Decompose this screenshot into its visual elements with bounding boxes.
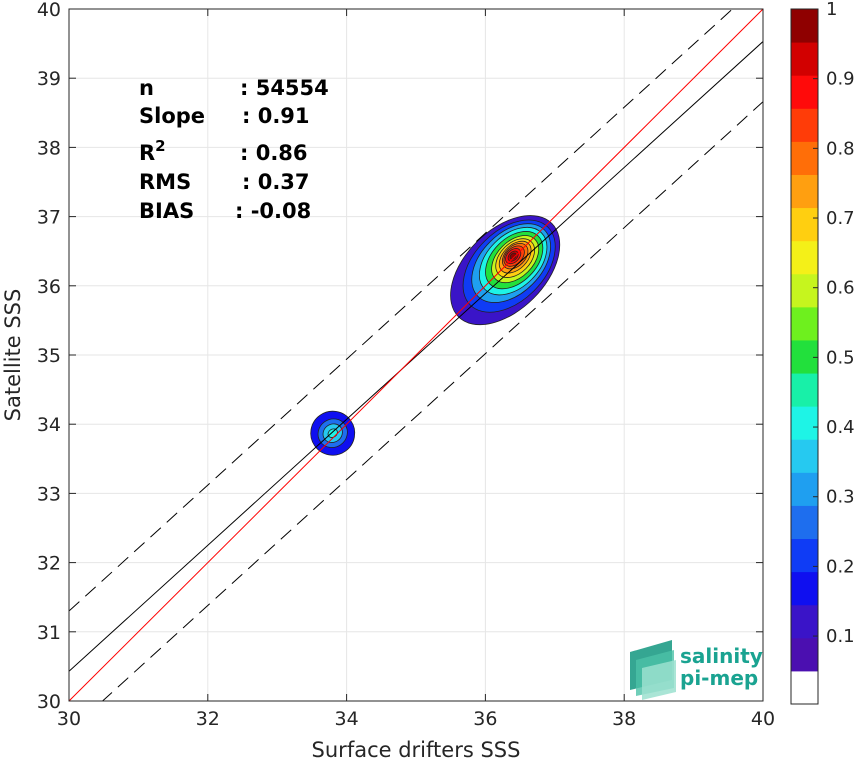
colorbar-tick-label: 0.4 xyxy=(826,417,855,438)
x-tick-label: 38 xyxy=(612,708,636,730)
x-axis-label: Surface drifters SSS xyxy=(312,738,521,762)
colorbar-tick-label: 0.2 xyxy=(826,556,855,577)
x-tick-label: 36 xyxy=(473,708,497,730)
y-tick-label: 31 xyxy=(37,622,61,644)
salinity-pi-mep-logo: salinity pi-mep xyxy=(630,640,763,700)
y-tick-label: 30 xyxy=(37,691,61,713)
density-contours xyxy=(310,215,561,456)
colorbar-segment xyxy=(791,604,818,639)
colorbar-tick-label: 0.5 xyxy=(826,347,855,368)
colorbar-tick-label: 0.7 xyxy=(826,208,855,229)
colorbar-segment xyxy=(791,505,818,540)
colorbar-tick-label: 0.1 xyxy=(826,626,855,647)
colorbar-segment xyxy=(791,373,818,407)
regression-line xyxy=(69,41,763,672)
stat-label: BIAS xyxy=(139,199,194,223)
reference-lines xyxy=(69,9,763,701)
colorbar-segment xyxy=(791,207,818,242)
logo-mark xyxy=(630,640,676,700)
y-tick-label: 39 xyxy=(37,68,61,90)
y-tick-label: 32 xyxy=(37,553,61,575)
stat-label: Slope xyxy=(139,104,205,128)
identity-line xyxy=(69,9,763,701)
logo-text-salinity: salinity xyxy=(680,644,763,668)
colorbar-segment xyxy=(791,141,818,175)
bound-line-dashed xyxy=(69,9,734,612)
y-tick-label: 38 xyxy=(37,137,61,159)
colorbar-tick-label: 0.3 xyxy=(826,487,855,508)
stat-value: : -0.08 xyxy=(235,199,311,223)
y-axis-ticks: 30 31 32 33 34 35 36 37 38 39 40 xyxy=(37,0,763,713)
colorbar-tick-label: 1 xyxy=(826,0,837,20)
y-tick-label: 34 xyxy=(37,414,61,436)
colorbar-segment xyxy=(791,637,818,672)
colorbar-frame xyxy=(790,8,819,705)
stat-value: : 54554 xyxy=(240,76,329,100)
colorbar-segment xyxy=(791,406,818,440)
x-tick-label: 40 xyxy=(751,708,775,730)
y-tick-label: 37 xyxy=(37,207,61,229)
stat-value: : 0.86 xyxy=(240,141,308,165)
colorbar: 0.1 0.2 0.3 0.4 0.5 0.6 0.7 0.8 0.9 1 xyxy=(790,0,855,705)
colorbar-segment xyxy=(791,439,818,473)
y-tick-label: 40 xyxy=(37,0,61,21)
colorbar-segment xyxy=(791,75,818,109)
colorbar-segment xyxy=(791,571,818,606)
colorbar-segment xyxy=(791,538,818,573)
bound-line-dashed xyxy=(101,101,763,701)
y-tick-label: 36 xyxy=(37,276,61,298)
colorbar-segment xyxy=(791,472,818,506)
colorbar-segment xyxy=(791,273,818,308)
colorbar-tick-label: 0.8 xyxy=(826,138,855,159)
y-tick-label: 33 xyxy=(37,483,61,505)
colorbar-segment xyxy=(791,174,818,209)
stat-value: : 0.37 xyxy=(242,170,310,194)
x-tick-label: 34 xyxy=(335,708,359,730)
colorbar-segment xyxy=(791,306,818,341)
density-contour-level xyxy=(509,252,517,260)
statistics-box: n : 54554 Slope : 0.91 R2 : 0.86 RMS : 0.37 BIAS… xyxy=(139,76,329,223)
x-axis-ticks: 30 32 34 36 38 40 xyxy=(57,9,775,730)
stat-label: RMS xyxy=(139,170,191,194)
stat-value: : 0.91 xyxy=(242,104,310,128)
x-tick-label: 32 xyxy=(196,708,220,730)
colorbar-segment xyxy=(791,240,818,275)
colorbar-segment xyxy=(791,9,818,43)
stat-superscript: 2 xyxy=(155,137,165,155)
colorbar-segment xyxy=(791,339,818,374)
colorbar-segment xyxy=(791,670,818,705)
colorbar-segment xyxy=(791,42,818,76)
colorbar-tick-label: 0.6 xyxy=(826,278,855,299)
colorbar-tick-label: 0.9 xyxy=(826,69,855,90)
stat-label: R2 xyxy=(139,137,166,165)
stat-label: n xyxy=(139,76,154,100)
y-axis-label: Satellite SSS xyxy=(1,289,25,422)
x-tick-label: 30 xyxy=(57,708,81,730)
logo-text-pi-mep: pi-mep xyxy=(680,666,758,690)
y-tick-label: 35 xyxy=(37,345,61,367)
colorbar-segment xyxy=(791,108,818,142)
